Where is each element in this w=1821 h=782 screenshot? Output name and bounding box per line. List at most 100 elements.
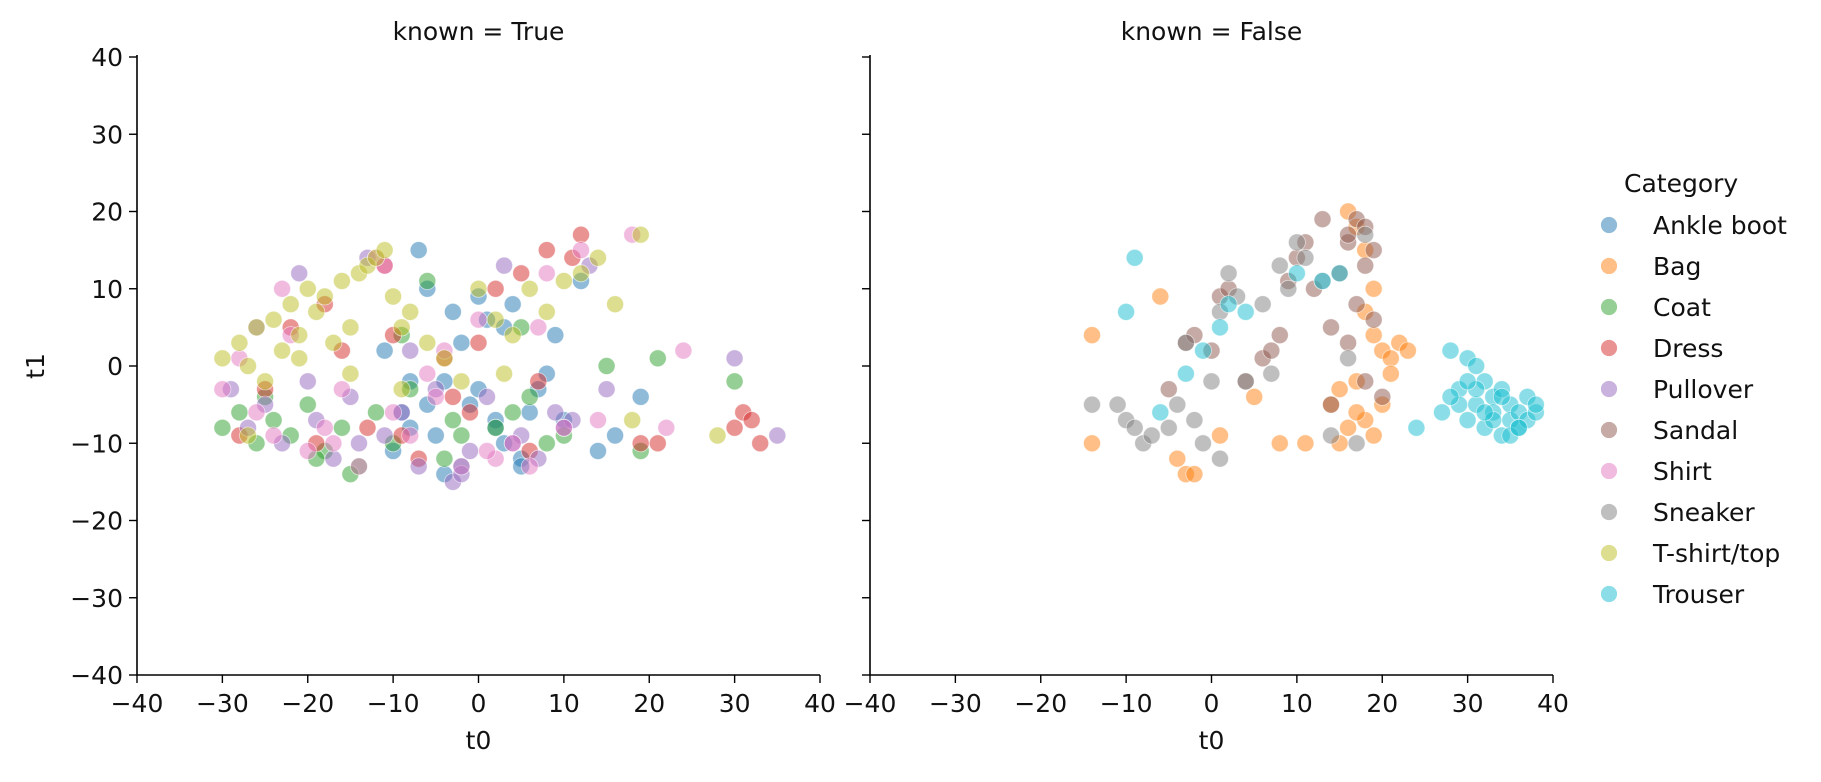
- x-tick-label: 10: [548, 689, 580, 718]
- data-point-bag: [1364, 326, 1383, 345]
- data-point-shirt: [503, 434, 522, 453]
- legend-label-bag: Bag: [1653, 252, 1701, 281]
- data-point-t-shirt-top: [520, 279, 539, 298]
- data-point-t-shirt-top: [606, 295, 624, 314]
- data-point-pullover: [298, 372, 317, 391]
- x-tick-label: 10: [1281, 689, 1313, 718]
- data-point-sneaker: [1159, 418, 1178, 437]
- x-tick-label: −30: [929, 689, 982, 718]
- data-point-trouser: [1458, 411, 1477, 430]
- legend-marker-ankle-boot: [1600, 216, 1618, 234]
- data-point-trouser: [1125, 248, 1144, 267]
- data-point-pullover: [409, 457, 428, 476]
- data-point-dress: [631, 434, 650, 453]
- data-point-shirt: [426, 387, 445, 406]
- data-point-t-shirt-top: [631, 225, 650, 244]
- legend-label-t-shirt-top: T-shirt/top: [1652, 539, 1780, 568]
- data-point-ankle-boot: [520, 403, 539, 422]
- legend-label-pullover: Pullover: [1653, 375, 1754, 404]
- data-point-t-shirt-top: [435, 349, 454, 368]
- data-point-t-shirt-top: [589, 248, 607, 267]
- data-point-pullover: [597, 380, 616, 399]
- data-point-pullover: [768, 426, 787, 445]
- data-point-shirt: [537, 264, 556, 283]
- data-point-t-shirt-top: [290, 326, 309, 345]
- panel-2: −40 −30 −20 −10 0 10 20 30 40 known = False t0: [844, 17, 1569, 755]
- data-point-coat: [520, 387, 539, 406]
- data-point-bag: [1185, 465, 1204, 484]
- data-point-trouser: [1219, 295, 1238, 314]
- data-point-t-shirt-top: [290, 349, 309, 368]
- legend-marker-pullover: [1600, 380, 1618, 398]
- data-point-sandal: [1356, 372, 1375, 391]
- data-point-bag: [1211, 426, 1229, 445]
- data-point-ankle-boot: [409, 241, 428, 260]
- y-tick-label: −40: [70, 661, 123, 690]
- data-point-dress: [742, 411, 761, 430]
- data-point-pullover: [375, 426, 394, 445]
- data-point-pullover: [290, 264, 309, 283]
- data-point-pullover: [725, 349, 744, 368]
- data-point-t-shirt-top: [503, 326, 522, 345]
- data-point-sneaker: [1296, 248, 1315, 267]
- data-point-dress: [648, 434, 667, 453]
- data-point-shirt: [589, 411, 607, 430]
- data-point-sneaker: [1083, 395, 1101, 414]
- legend-marker-sneaker: [1600, 503, 1618, 521]
- data-point-bag: [1270, 434, 1289, 453]
- legend-label-sandal: Sandal: [1653, 416, 1738, 445]
- data-point-t-shirt-top: [486, 310, 505, 329]
- x-axis-label: t0: [466, 726, 492, 755]
- data-point-pullover: [495, 256, 514, 275]
- data-point-sandal: [1262, 341, 1281, 360]
- data-point-sneaker: [1202, 372, 1221, 391]
- data-point-trouser: [1211, 318, 1229, 337]
- data-point-t-shirt-top: [239, 426, 257, 445]
- legend-label-coat: Coat: [1653, 293, 1711, 322]
- data-point-trouser: [1313, 272, 1332, 290]
- data-point-bag: [1330, 380, 1349, 399]
- data-point-ankle-boot: [426, 426, 445, 445]
- data-point-t-shirt-top: [332, 272, 351, 290]
- data-point-shirt: [572, 241, 590, 260]
- data-point-dress: [461, 403, 479, 422]
- data-point-trouser: [1467, 357, 1486, 375]
- x-tick-label: 20: [633, 689, 665, 718]
- data-point-pullover: [350, 434, 368, 453]
- data-point-bag: [1168, 449, 1187, 468]
- data-point-dress: [486, 279, 505, 298]
- data-point-dress: [358, 418, 377, 437]
- data-point-sneaker: [1168, 395, 1187, 414]
- x-tick-label: 0: [1204, 689, 1220, 718]
- data-point-coat: [213, 418, 232, 437]
- data-point-ankle-boot: [375, 341, 394, 360]
- data-point-bag: [1151, 287, 1170, 306]
- data-point-sneaker: [1356, 225, 1375, 244]
- data-point-t-shirt-top: [281, 295, 300, 314]
- data-point-sandal: [1373, 387, 1392, 406]
- data-point-ankle-boot: [589, 442, 607, 460]
- data-point-dress: [529, 372, 548, 391]
- data-point-pullover: [401, 341, 420, 360]
- data-point-t-shirt-top: [572, 264, 590, 283]
- data-point-t-shirt-top: [537, 302, 556, 321]
- y-tick-label: 40: [91, 43, 123, 72]
- x-tick-label: −40: [844, 689, 897, 718]
- data-point-coat: [443, 411, 462, 430]
- data-point-sneaker: [1177, 333, 1195, 352]
- data-point-t-shirt-top: [324, 333, 343, 352]
- data-point-sandal: [1270, 326, 1289, 345]
- legend-marker-sandal: [1600, 421, 1618, 439]
- data-point-trouser: [1509, 418, 1528, 437]
- x-tick-label: −20: [1014, 689, 1067, 718]
- data-point-t-shirt-top: [230, 333, 249, 352]
- data-point-coat: [503, 403, 522, 422]
- data-point-t-shirt-top: [392, 318, 411, 337]
- y-tick-label: 20: [91, 198, 123, 227]
- data-point-shirt: [520, 457, 539, 476]
- data-point-t-shirt-top: [247, 318, 266, 337]
- x-tick-label: −20: [281, 689, 334, 718]
- data-point-pullover: [324, 449, 343, 468]
- data-point-coat: [435, 449, 454, 468]
